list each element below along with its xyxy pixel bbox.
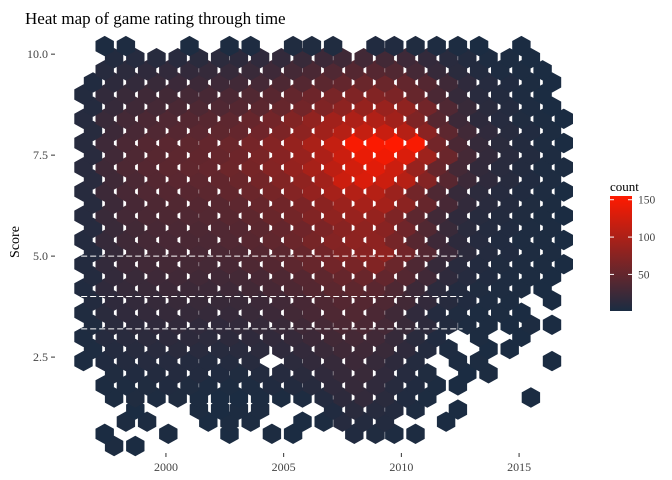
color-legend: count 50 100 150 [610,179,656,311]
hex-cell [448,35,468,57]
hex-cell [554,229,573,251]
y-tick-label: 10.0 [27,47,48,61]
legend-colorbar [610,196,632,311]
legend-tick-label: 50 [638,269,650,281]
y-tick-label: 5.0 [33,249,48,263]
y-axis-title: Score [8,226,23,258]
hex-cell [302,35,322,57]
chart-title: Heat map of game rating through time [25,9,286,28]
hex-cell [554,205,573,226]
legend-tick-label: 100 [638,232,656,244]
hex-cell [293,411,312,432]
hex-cell [406,423,425,444]
hex-cell [554,157,573,178]
hex-cell [168,48,187,69]
hex-cell [180,35,199,57]
hex-cell [137,411,157,432]
hex-cell [554,181,573,202]
hex-cell [95,35,114,57]
x-tick-label: 2005 [272,460,296,474]
x-tick-label: 2000 [154,460,178,474]
hex-cell [512,302,531,323]
hex-cell [147,48,166,69]
hex-cell [521,387,541,408]
hex-cell [116,35,136,57]
hex-cell [448,399,468,420]
hex-cell [436,411,456,432]
hex-cell [283,35,303,57]
hex-cell [406,35,425,57]
hex-cell [554,108,573,129]
hex-cell [159,423,178,444]
hex-cell [554,132,573,154]
hexbin-layer [74,35,573,457]
hex-cell [500,338,519,360]
hex-cell [500,48,519,69]
hex-cell [323,35,343,57]
y-tick-label: 2.5 [33,350,48,364]
legend-tick-label: 150 [638,195,656,207]
y-tick-label: 7.5 [33,148,48,162]
x-tick-label: 2010 [389,460,413,474]
hex-cell [542,350,562,372]
hex-cell [427,35,446,57]
hex-cell [418,363,437,384]
y-axis: 2.5 5.0 7.5 10.0 [27,47,55,364]
x-axis: 2000 2005 2010 2015 [154,453,531,474]
hex-cell [469,35,489,57]
x-tick-label: 2015 [507,460,531,474]
hex-cell [542,314,562,335]
hex-cell [220,35,239,57]
hex-cell [272,363,291,384]
hex-cell [439,338,458,360]
hex-cell [366,35,385,57]
hex-cell [512,35,531,57]
hex-cell [262,423,282,444]
hex-cell [354,48,373,69]
hex-cell [95,423,114,444]
hex-cell [126,435,145,457]
hex-cell [241,35,260,57]
legend-title: count [610,179,639,194]
hex-cell [83,72,103,93]
hex-cell [533,60,552,81]
hex-cell [554,254,573,275]
hex-cell [385,35,404,57]
hex-cell [272,48,291,69]
